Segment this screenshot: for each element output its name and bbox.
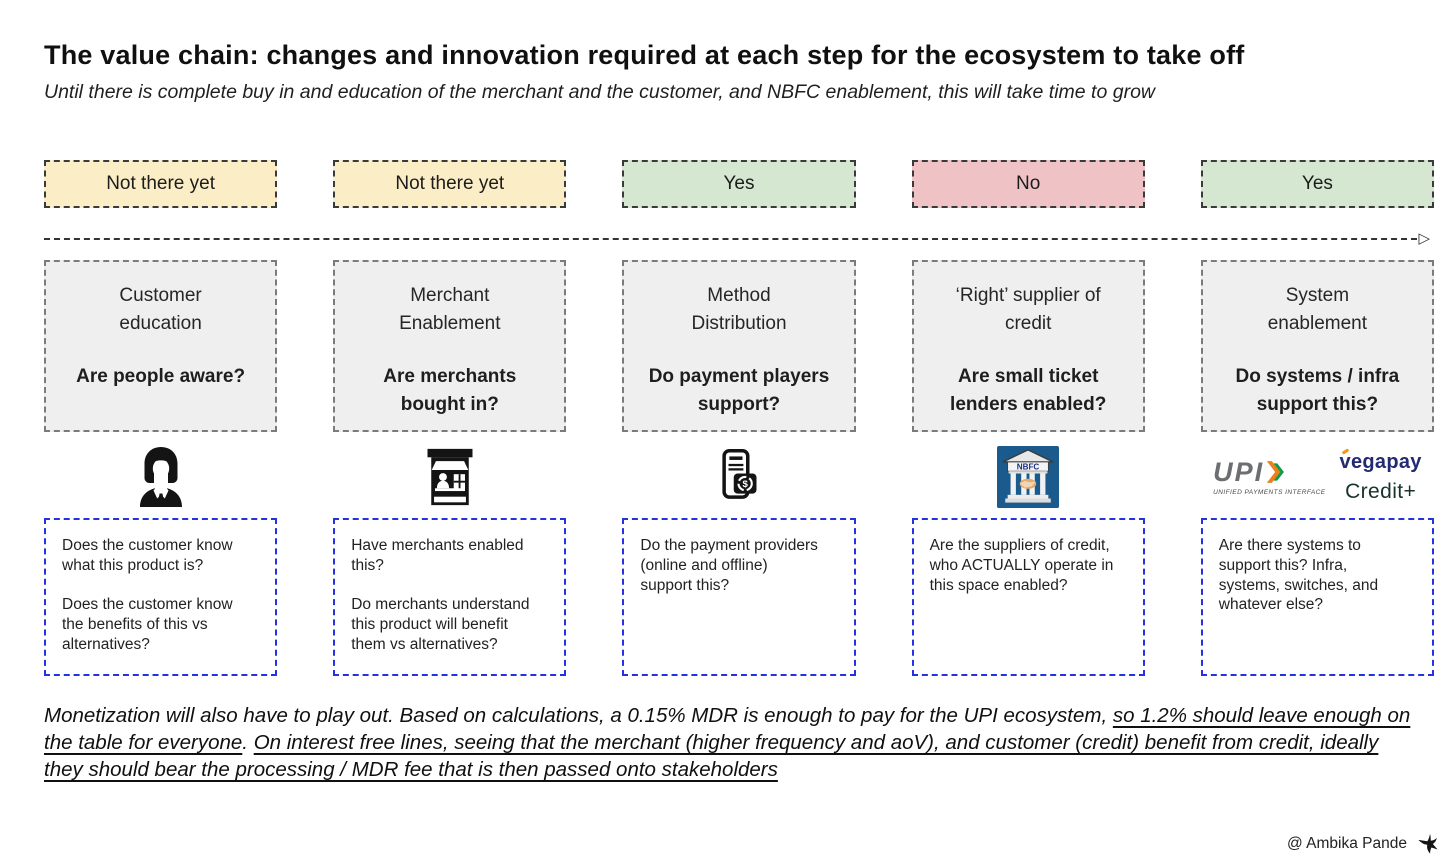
status-badge-system-enablement: Yes <box>1200 160 1434 208</box>
step-title: Method Distribution <box>691 285 787 334</box>
step-title: ‘Right’ supplier of credit <box>955 285 1101 334</box>
step-box-supplier-of-credit: ‘Right’ supplier of credit Are small tic… <box>911 260 1145 432</box>
status-badge-method-distribution: Yes <box>622 160 856 208</box>
step-question: Are merchants bought in? <box>383 366 517 415</box>
nbfc-label: NBFC <box>1017 462 1040 471</box>
status-badge-merchant-enablement: Not there yet <box>333 160 567 208</box>
steps-row: Customer education Are people aware? Mer… <box>44 260 1434 432</box>
detail-box-merchant-enablement: Have merchants enabled this? Do merchant… <box>333 518 567 676</box>
vegapay-logo: vegapay <box>1339 447 1422 473</box>
detail-box-method-distribution: Do the payment providers (online and off… <box>622 518 856 676</box>
step-question: Are small ticket lenders enabled? <box>950 366 1107 415</box>
step-box-customer-education: Customer education Are people aware? <box>44 260 278 432</box>
step-question: Do payment players support? <box>648 366 830 415</box>
footer-segment-2-underlined: so 1.2% should leave enough on the table… <box>44 704 1411 755</box>
upi-logo: UPI UNIFIED PAYMENTS INTERFACE <box>1213 456 1326 496</box>
upi-wordmark: UPI <box>1213 456 1265 487</box>
step-box-merchant-enablement: Merchant Enablement Are merchants bought… <box>333 260 567 432</box>
detail-box-system-enablement: Are there systems to support this? Infra… <box>1200 518 1434 676</box>
storefront-icon <box>427 448 473 506</box>
icon-cell-system-logos: UPI UNIFIED PAYMENTS INTERFACE vegapay C… <box>1201 438 1434 516</box>
footer-segment-1: Monetization will also have to play out.… <box>44 704 1113 727</box>
step-title: Merchant Enablement <box>399 285 501 334</box>
dashed-line <box>44 238 1418 240</box>
value-chain-arrow: ▷ <box>44 231 1430 246</box>
detail-box-customer-education: Does the customer know what this product… <box>44 518 278 676</box>
footer-segment-3: . <box>242 731 254 755</box>
step-question: Are people aware? <box>76 366 246 388</box>
step-box-method-distribution: Method Distribution Do payment players s… <box>622 260 856 432</box>
svg-text:$: $ <box>742 479 748 490</box>
bird-icon <box>1418 833 1438 854</box>
footer-segment-4-underlined: On interest free lines, seeing that the … <box>44 731 1379 782</box>
step-title: System enablement <box>1267 285 1368 334</box>
creditplus-logo: Credit+ <box>1345 479 1417 503</box>
nbfc-bank-icon: NBFC <box>997 446 1060 508</box>
phone-payment-icon: $ <box>722 449 757 499</box>
author-handle: @ Ambika Pande <box>1287 835 1407 852</box>
upi-vegapay-creditplus-logos: UPI UNIFIED PAYMENTS INTERFACE vegapay C… <box>1213 447 1422 504</box>
status-badge-customer-education: Not there yet <box>44 160 278 208</box>
status-badges-row: Not there yet Not there yet Yes No Yes <box>44 160 1434 208</box>
attribution: @ Ambika Pande <box>1287 833 1440 855</box>
step-box-system-enablement: System enablement Do systems / infra sup… <box>1200 260 1434 432</box>
detail-box-supplier-of-credit: Are the suppliers of credit, who ACTUALL… <box>911 518 1145 676</box>
status-badge-supplier-of-credit: No <box>911 160 1145 208</box>
businesswoman-icon <box>139 447 182 507</box>
icons-row: $ NBFC UPI <box>44 438 1434 516</box>
vegapay-creditplus-logos: vegapay Credit+ <box>1339 447 1422 504</box>
page-subtitle: Until there is complete buy in and educa… <box>44 81 1155 103</box>
monetization-note: Monetization will also have to play out.… <box>44 702 1412 783</box>
icon-cell-customer <box>44 438 277 516</box>
details-row: Does the customer know what this product… <box>44 518 1434 676</box>
slide-canvas: { "header": { "title": "The value chain:… <box>0 40 1456 861</box>
icon-cell-nbfc: NBFC <box>912 438 1145 516</box>
upi-logo-row: UPI <box>1213 456 1325 487</box>
page-title: The value chain: changes and innovation … <box>44 40 1245 70</box>
step-question: Do systems / infra support this? <box>1235 366 1400 415</box>
icon-cell-payment: $ <box>622 438 855 516</box>
upi-chevrons-icon <box>1266 461 1285 483</box>
step-title: Customer education <box>119 285 202 334</box>
upi-tagline: UNIFIED PAYMENTS INTERFACE <box>1213 488 1326 496</box>
vegapay-wordmark: vegapay <box>1339 450 1422 473</box>
icon-cell-merchant <box>333 438 566 516</box>
